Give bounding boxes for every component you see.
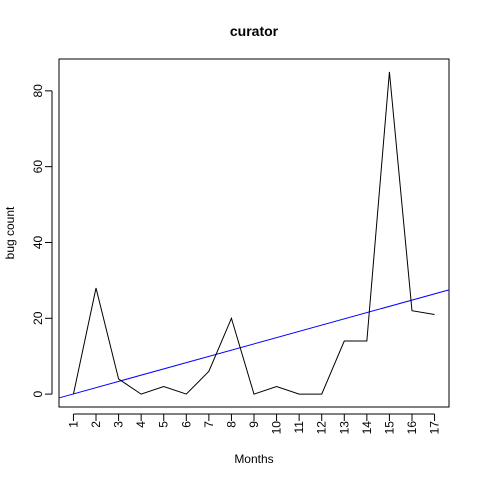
x-tick-label: 15 [382,421,396,435]
plot-frame [58,58,450,408]
x-tick-label: 4 [134,421,148,428]
x-tick-label: 10 [270,421,284,435]
y-axis-label: bug count [3,206,17,259]
x-tick-label: 14 [360,421,374,435]
trend-line [58,289,450,399]
x-tick-label: 13 [337,421,351,435]
x-tick-label: 17 [428,421,442,435]
trend-line-group [58,289,450,399]
x-tick-label: 6 [179,421,193,428]
x-axis-label: Months [234,452,273,466]
x-tick-label: 1 [66,421,80,428]
x-tick-label: 12 [315,421,329,435]
y-tick-label: 40 [31,235,45,249]
series-line [72,71,435,395]
x-tick-label: 9 [247,421,261,428]
x-tick-label: 5 [157,421,171,428]
y-tick-label: 60 [31,160,45,174]
x-tick-label: 8 [224,421,238,428]
y-tick-label: 80 [31,84,45,98]
x-tick-label: 7 [202,421,216,428]
x-tick-label: 11 [292,421,306,434]
y-tick-label: 0 [31,390,45,397]
x-tick-label: 16 [405,421,419,435]
chart-title: curator [230,23,279,39]
x-tick-label: 2 [89,421,103,428]
series-group [72,71,435,395]
y-tick-label: 20 [31,311,45,325]
x-tick-label: 3 [112,421,126,428]
x-axis: 1 2 3 4 5 6 7 8 9 10 11 12 13 14 15 16 17 [66,413,442,435]
y-axis: 0 20 40 60 80 [31,84,53,397]
